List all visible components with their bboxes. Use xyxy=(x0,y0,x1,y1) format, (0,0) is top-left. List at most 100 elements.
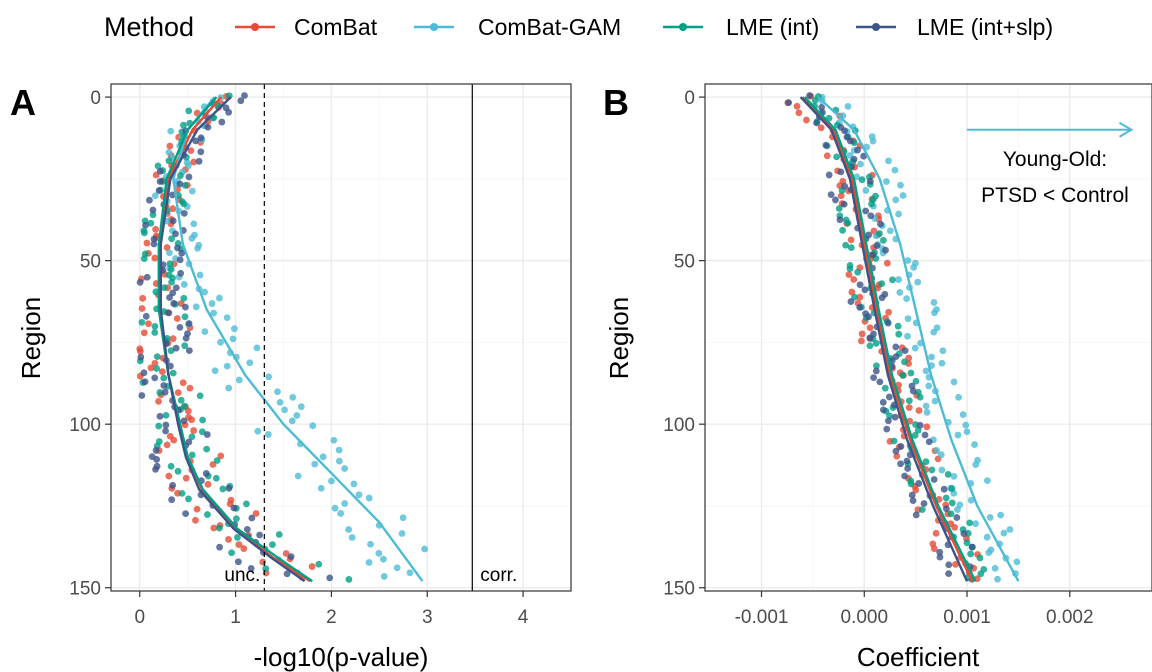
data-point xyxy=(983,533,991,541)
x-tick-label: -0.001 xyxy=(735,607,789,628)
legend-item-lme-int-slp: LME (int+slp) xyxy=(856,14,1053,40)
data-point xyxy=(883,425,891,433)
data-point xyxy=(948,485,956,492)
data-point xyxy=(163,244,171,251)
data-point xyxy=(219,485,227,493)
data-point xyxy=(243,525,251,533)
data-point xyxy=(178,489,186,497)
data-point xyxy=(234,558,242,566)
data-point xyxy=(297,403,305,411)
data-point xyxy=(269,541,276,549)
y-tick-label: 100 xyxy=(69,415,101,436)
data-point xyxy=(894,322,902,330)
data-point xyxy=(827,191,835,199)
data-point xyxy=(192,137,200,145)
data-point xyxy=(188,416,195,424)
data-point xyxy=(210,524,218,532)
data-point xyxy=(976,554,984,562)
data-point xyxy=(181,303,189,311)
data-point xyxy=(904,257,912,264)
x-tick-label: 1 xyxy=(230,607,241,628)
data-point xyxy=(885,308,892,316)
data-point xyxy=(151,359,159,367)
data-point xyxy=(201,288,209,296)
data-point xyxy=(319,453,327,461)
data-point xyxy=(252,510,260,517)
data-point xyxy=(994,575,1001,583)
data-point xyxy=(908,491,916,499)
data-point xyxy=(165,249,173,257)
data-point xyxy=(991,564,999,572)
data-point xyxy=(170,436,178,444)
data-point xyxy=(185,495,192,503)
data-point xyxy=(922,367,930,375)
data-point xyxy=(857,160,864,168)
data-point xyxy=(937,451,945,459)
data-point xyxy=(331,504,339,512)
data-point xyxy=(223,314,231,322)
data-point xyxy=(856,293,864,301)
data-point xyxy=(954,506,961,513)
data-point xyxy=(195,157,203,165)
data-point xyxy=(180,281,188,288)
data-point xyxy=(182,510,190,518)
data-point xyxy=(892,196,900,204)
data-point xyxy=(930,299,938,306)
data-point xyxy=(150,240,158,248)
data-point xyxy=(399,514,407,522)
data-point xyxy=(963,539,971,547)
data-point xyxy=(365,494,373,502)
data-point xyxy=(176,324,184,331)
y-tick-label: 0 xyxy=(90,88,101,109)
data-point xyxy=(886,227,894,235)
data-point xyxy=(901,358,908,366)
data-point xyxy=(253,344,261,352)
data-point xyxy=(230,504,238,512)
data-point xyxy=(193,505,201,513)
data-point xyxy=(380,555,387,563)
data-point xyxy=(813,119,820,127)
legend-key-point xyxy=(430,23,438,31)
data-point xyxy=(971,441,978,448)
data-point xyxy=(160,284,168,292)
data-point xyxy=(177,269,185,277)
data-point xyxy=(147,364,155,372)
grid-b xyxy=(705,84,1152,591)
data-point xyxy=(162,411,170,419)
trend-line xyxy=(159,96,306,583)
data-point xyxy=(860,152,868,160)
x-tick-label: 3 xyxy=(422,607,433,628)
data-point xyxy=(873,362,880,370)
data-point xyxy=(854,146,861,154)
trend-line xyxy=(803,96,977,582)
data-point xyxy=(173,315,181,322)
data-point xyxy=(972,520,979,528)
data-point xyxy=(918,506,926,513)
data-point xyxy=(169,217,177,225)
data-point xyxy=(172,344,180,352)
data-point xyxy=(944,471,952,478)
data-point xyxy=(169,481,177,489)
data-point xyxy=(154,162,162,170)
data-point xyxy=(165,157,173,165)
data-point xyxy=(294,472,302,480)
trend-line xyxy=(801,96,974,582)
data-point xyxy=(158,368,166,376)
x-axis-label-b: Coefficient xyxy=(857,642,980,672)
data-point xyxy=(904,315,912,323)
trend-line xyxy=(172,96,424,582)
data-point xyxy=(840,200,848,208)
data-point xyxy=(907,369,915,377)
data-point xyxy=(866,334,874,342)
data-point xyxy=(177,172,184,179)
data-point xyxy=(186,384,194,392)
data-point xyxy=(215,524,223,532)
data-point xyxy=(925,382,933,390)
data-point xyxy=(225,384,233,392)
data-point xyxy=(194,244,202,252)
data-point xyxy=(823,152,831,160)
data-point xyxy=(166,260,174,268)
data-point xyxy=(156,167,164,175)
data-point xyxy=(365,559,373,566)
data-point xyxy=(160,382,168,389)
